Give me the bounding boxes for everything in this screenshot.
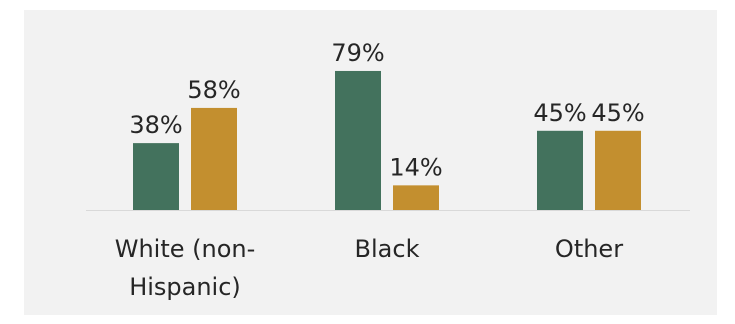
bar-series2-cat2 bbox=[393, 185, 439, 210]
bar-series1-cat3 bbox=[537, 130, 583, 210]
category-label-1-line2: Hispanic) bbox=[129, 273, 241, 301]
category-label-1-line1: White (non- bbox=[115, 235, 256, 263]
data-label-series1-cat1: 38% bbox=[129, 111, 182, 139]
data-label-series2-cat1: 58% bbox=[187, 76, 240, 104]
bar-series2-cat3 bbox=[595, 130, 641, 210]
bar-series1-cat2 bbox=[335, 70, 381, 211]
bar-series1-cat1 bbox=[133, 143, 179, 210]
data-label-series1-cat2: 79% bbox=[331, 39, 384, 67]
data-label-series2-cat2: 14% bbox=[389, 153, 442, 181]
data-label-series1-cat3: 45% bbox=[533, 99, 586, 127]
bar-series2-cat1 bbox=[191, 107, 237, 210]
category-label-3: Other bbox=[555, 235, 623, 263]
data-label-series2-cat3: 45% bbox=[591, 99, 644, 127]
category-label-2: Black bbox=[355, 235, 420, 263]
